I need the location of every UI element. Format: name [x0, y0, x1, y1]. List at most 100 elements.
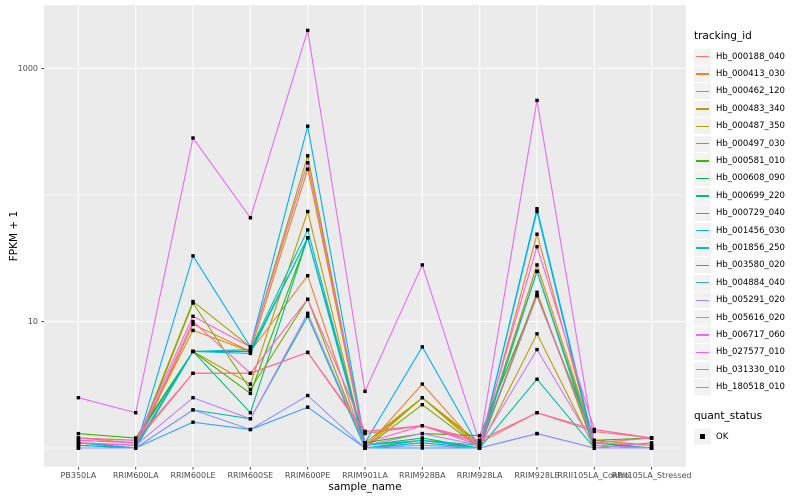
data-point	[306, 167, 310, 171]
data-point	[248, 417, 253, 421]
data-point	[306, 274, 310, 278]
data-point	[191, 328, 195, 333]
legend-label: Hb_005291_020	[716, 295, 785, 306]
data-point	[306, 236, 310, 240]
data-point	[191, 322, 195, 326]
data-point	[535, 411, 539, 415]
legend-key-line-icon	[694, 361, 711, 378]
legend-key-line-icon	[694, 309, 711, 326]
legend-item-Hb_005291_020: Hb_005291_020	[694, 291, 800, 309]
legend-line-swatch	[696, 316, 709, 319]
legend-key-line-icon	[694, 135, 711, 152]
data-point	[477, 443, 482, 447]
legend-line-swatch	[696, 334, 709, 336]
data-point	[248, 391, 253, 396]
legend-label: Hb_000608_090	[716, 173, 785, 184]
legend-label: Hb_027577_010	[716, 347, 785, 358]
data-point	[134, 446, 138, 450]
legend-label: Hb_001856_250	[716, 242, 785, 253]
data-point	[535, 431, 539, 436]
legend-line-swatch	[696, 160, 709, 162]
legend-label: Hb_006717_060	[716, 329, 785, 340]
data-point	[191, 408, 195, 412]
legend-line-swatch	[696, 229, 709, 232]
legend-label: Hb_031330_010	[716, 364, 785, 375]
legend-line-swatch	[696, 369, 709, 371]
x-tick-label: PB350LA	[60, 471, 97, 480]
data-point	[363, 429, 367, 434]
legend-key-line-icon	[694, 187, 711, 204]
data-point	[649, 436, 654, 440]
legend-line-swatch	[696, 108, 709, 110]
legend-label: Hb_000581_010	[716, 156, 785, 167]
legend-key-line-icon	[694, 66, 711, 83]
data-point	[306, 393, 310, 398]
legend-key-line-icon	[694, 48, 711, 65]
data-point	[535, 263, 539, 267]
legend-item-Hb_004884_040: Hb_004884_040	[694, 274, 800, 291]
data-point	[191, 136, 195, 140]
data-point	[306, 228, 310, 232]
legend-key-ok	[694, 428, 711, 445]
data-point	[248, 345, 253, 349]
y-tick-label: 10	[27, 317, 38, 326]
x-tick-label: RRIM928LA	[456, 471, 503, 480]
data-point	[306, 405, 310, 409]
data-point	[76, 436, 81, 440]
data-point	[592, 443, 596, 447]
x-tick-label: RRIM928BA	[399, 471, 446, 480]
data-point	[248, 382, 253, 386]
legend-line-swatch	[696, 90, 709, 93]
legend-key-line-icon	[694, 118, 711, 135]
data-point	[535, 290, 539, 294]
legend-item-Hb_000699_220: Hb_000699_220	[694, 187, 800, 204]
legend-line-swatch	[696, 56, 709, 58]
legend-title-quant-status: quant_status	[694, 409, 763, 422]
x-tick-label: RRIM901LA	[342, 471, 388, 480]
legend-key-line-icon	[694, 83, 711, 100]
data-point	[306, 350, 310, 355]
data-point	[363, 446, 367, 450]
data-point	[420, 436, 424, 440]
data-point	[76, 431, 81, 436]
legend-line-swatch	[696, 264, 709, 267]
legend-label: Hb_005616_020	[716, 312, 785, 323]
data-point	[477, 438, 482, 442]
data-point	[248, 387, 253, 392]
x-tick-label: RRII105LA_Control	[557, 471, 632, 480]
legend-key-line-icon	[694, 344, 711, 361]
legend-item-Hb_000581_010: Hb_000581_010	[694, 152, 800, 170]
data-point	[134, 443, 138, 447]
data-point	[306, 154, 310, 158]
legend-key-line-icon	[694, 379, 711, 396]
legend-item-Hb_000487_350: Hb_000487_350	[694, 118, 800, 135]
data-point	[248, 349, 253, 354]
legend-key-line-icon	[694, 205, 711, 222]
x-tick-label: RRIM600PE	[284, 471, 331, 480]
legend-key-line-icon	[694, 292, 711, 309]
legend-key-line-icon	[694, 239, 711, 256]
x-axis-title: sample_name	[328, 481, 402, 493]
data-point	[248, 216, 253, 220]
data-point	[76, 438, 81, 442]
data-point	[477, 446, 482, 450]
legend-label: Hb_000462_120	[716, 86, 785, 97]
legend-title-tracking-id: tracking_id	[694, 30, 752, 42]
data-point	[592, 427, 596, 432]
legend-item-Hb_000483_340: Hb_000483_340	[694, 100, 800, 117]
legend-item-Hb_000497_030: Hb_000497_030	[694, 135, 800, 152]
legend-line-swatch	[696, 195, 709, 197]
y-axis-title: FPKM + 1	[8, 210, 20, 262]
data-point	[535, 98, 539, 103]
point-square-icon	[700, 434, 705, 439]
x-tick-label: RRIM928LE	[514, 471, 560, 480]
data-point	[306, 314, 310, 318]
legend-item-Hb_000188_040: Hb_000188_040	[694, 48, 800, 65]
legend-item-Hb_001856_250: Hb_001856_250	[694, 239, 800, 256]
legend-label: Hb_000413_030	[716, 69, 785, 80]
legend-label: Hb_001456_030	[716, 225, 785, 236]
data-point	[306, 161, 310, 165]
data-point	[420, 263, 424, 267]
data-point	[420, 431, 424, 436]
data-point	[535, 269, 539, 273]
